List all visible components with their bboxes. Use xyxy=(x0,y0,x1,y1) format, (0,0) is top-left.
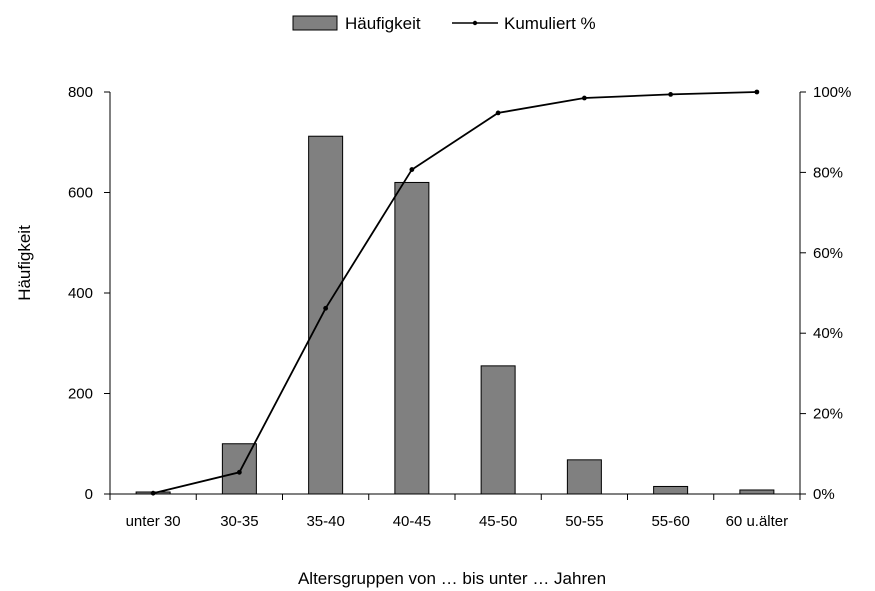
cumulative-point-4 xyxy=(409,167,415,172)
y-tick-label-left: 400 xyxy=(68,285,93,302)
y-tick-label-right: 40% xyxy=(813,325,843,342)
x-tick-label: unter 30 xyxy=(126,513,181,530)
x-ticks: unter 30 30-35 35-40 40-45 45-50 50-55 55-60 60… xyxy=(109,494,801,530)
bar-5 xyxy=(480,365,516,495)
cumulative-point-5 xyxy=(495,110,501,116)
y-tick-label-right: 60% xyxy=(813,245,843,262)
cumulative-point-6 xyxy=(581,95,587,101)
legend-swatch-marker xyxy=(472,20,478,26)
x-tick-label: 50-55 xyxy=(565,513,603,530)
x-tick-label: 40-45 xyxy=(393,513,431,530)
legend-label-line: Kumuliert % xyxy=(504,14,596,33)
bar-3 xyxy=(308,135,344,495)
legend-label-bar: Häufigkeit xyxy=(345,14,421,33)
legend-swatch-bar xyxy=(292,15,338,31)
y-tick-label-left: 200 xyxy=(68,386,93,403)
x-tick-label: 55-60 xyxy=(651,513,689,530)
bar-6 xyxy=(566,459,602,495)
x-tick-label: 30-35 xyxy=(220,513,258,530)
y-axis-title: Häufigkeit xyxy=(15,225,34,301)
y-tick-label-right: 0% xyxy=(813,486,835,503)
legend: Häufigkeit Kumuliert % xyxy=(292,14,596,33)
cumulative-line xyxy=(152,91,757,495)
bar-4 xyxy=(394,181,430,495)
cumulative-line-series xyxy=(150,89,760,496)
bar-7 xyxy=(653,485,689,495)
y-tick-label-left: 600 xyxy=(68,185,93,202)
y-tick-label-right: 80% xyxy=(813,164,843,181)
y-tick-label-left: 0 xyxy=(85,486,93,503)
cumulative-point-7 xyxy=(668,92,674,97)
y-ticks-left: 0 200 400 600 800 xyxy=(68,84,110,503)
x-tick-label: 60 u.älter xyxy=(726,513,789,530)
y-tick-label-right: 100% xyxy=(813,84,851,101)
bar-8 xyxy=(739,489,775,495)
bars xyxy=(135,135,775,495)
cumulative-point-2 xyxy=(236,469,242,475)
y-tick-label-right: 20% xyxy=(813,406,843,423)
x-axis-title: Altersgruppen von … bis unter … Jahren xyxy=(298,569,606,588)
x-tick-label: 35-40 xyxy=(306,513,344,530)
cumulative-point-8 xyxy=(754,89,760,95)
cumulative-point-3 xyxy=(323,305,329,311)
cumulative-point-1 xyxy=(150,490,156,496)
x-tick-label: 45-50 xyxy=(479,513,517,530)
y-tick-label-left: 800 xyxy=(68,84,93,101)
y-ticks-right: 0% 20% 40% 60% 80% 100% xyxy=(800,84,851,503)
